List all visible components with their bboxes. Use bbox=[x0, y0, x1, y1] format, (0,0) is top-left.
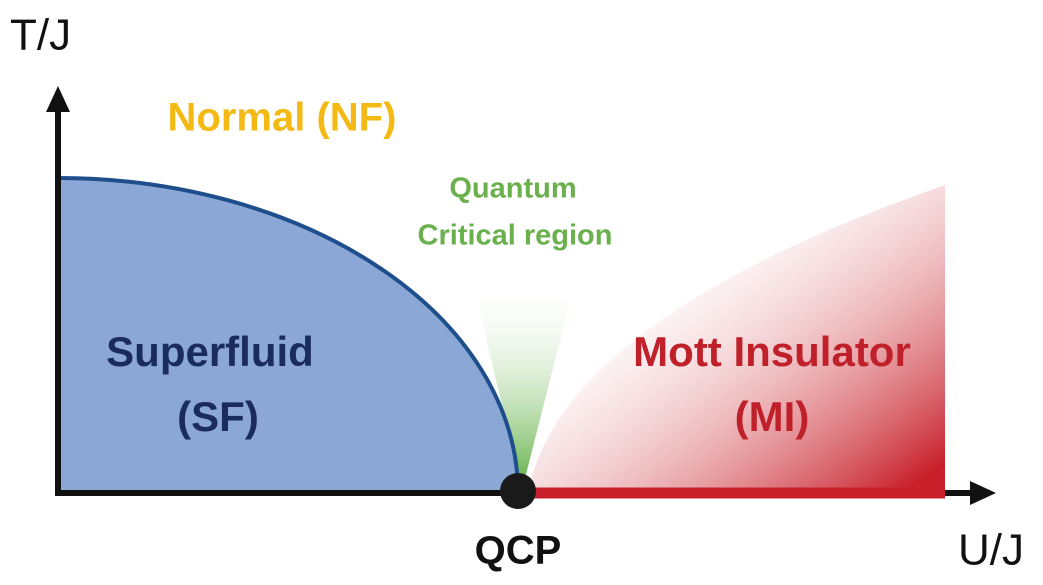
x-arrow bbox=[970, 481, 996, 505]
phase-boundary bbox=[57, 176, 520, 494]
y-label: T/J bbox=[10, 11, 71, 60]
mott-region bbox=[528, 185, 945, 493]
critical-label: Critical region bbox=[418, 220, 613, 252]
critical-label: Quantum bbox=[449, 173, 576, 205]
mott-label: Mott Insulator bbox=[633, 328, 911, 375]
qcp-point bbox=[500, 473, 536, 509]
y-arrow bbox=[46, 86, 70, 112]
qcp-label: QCP bbox=[475, 529, 562, 573]
x-label: U/J bbox=[958, 526, 1024, 575]
superfluid-label: (SF) bbox=[177, 393, 259, 440]
superfluid-region bbox=[58, 178, 518, 493]
mott-label: (MI) bbox=[735, 393, 810, 440]
superfluid-label: Superfluid bbox=[106, 328, 314, 375]
normal-label: Normal (NF) bbox=[168, 96, 397, 140]
critical-cone bbox=[472, 278, 576, 490]
